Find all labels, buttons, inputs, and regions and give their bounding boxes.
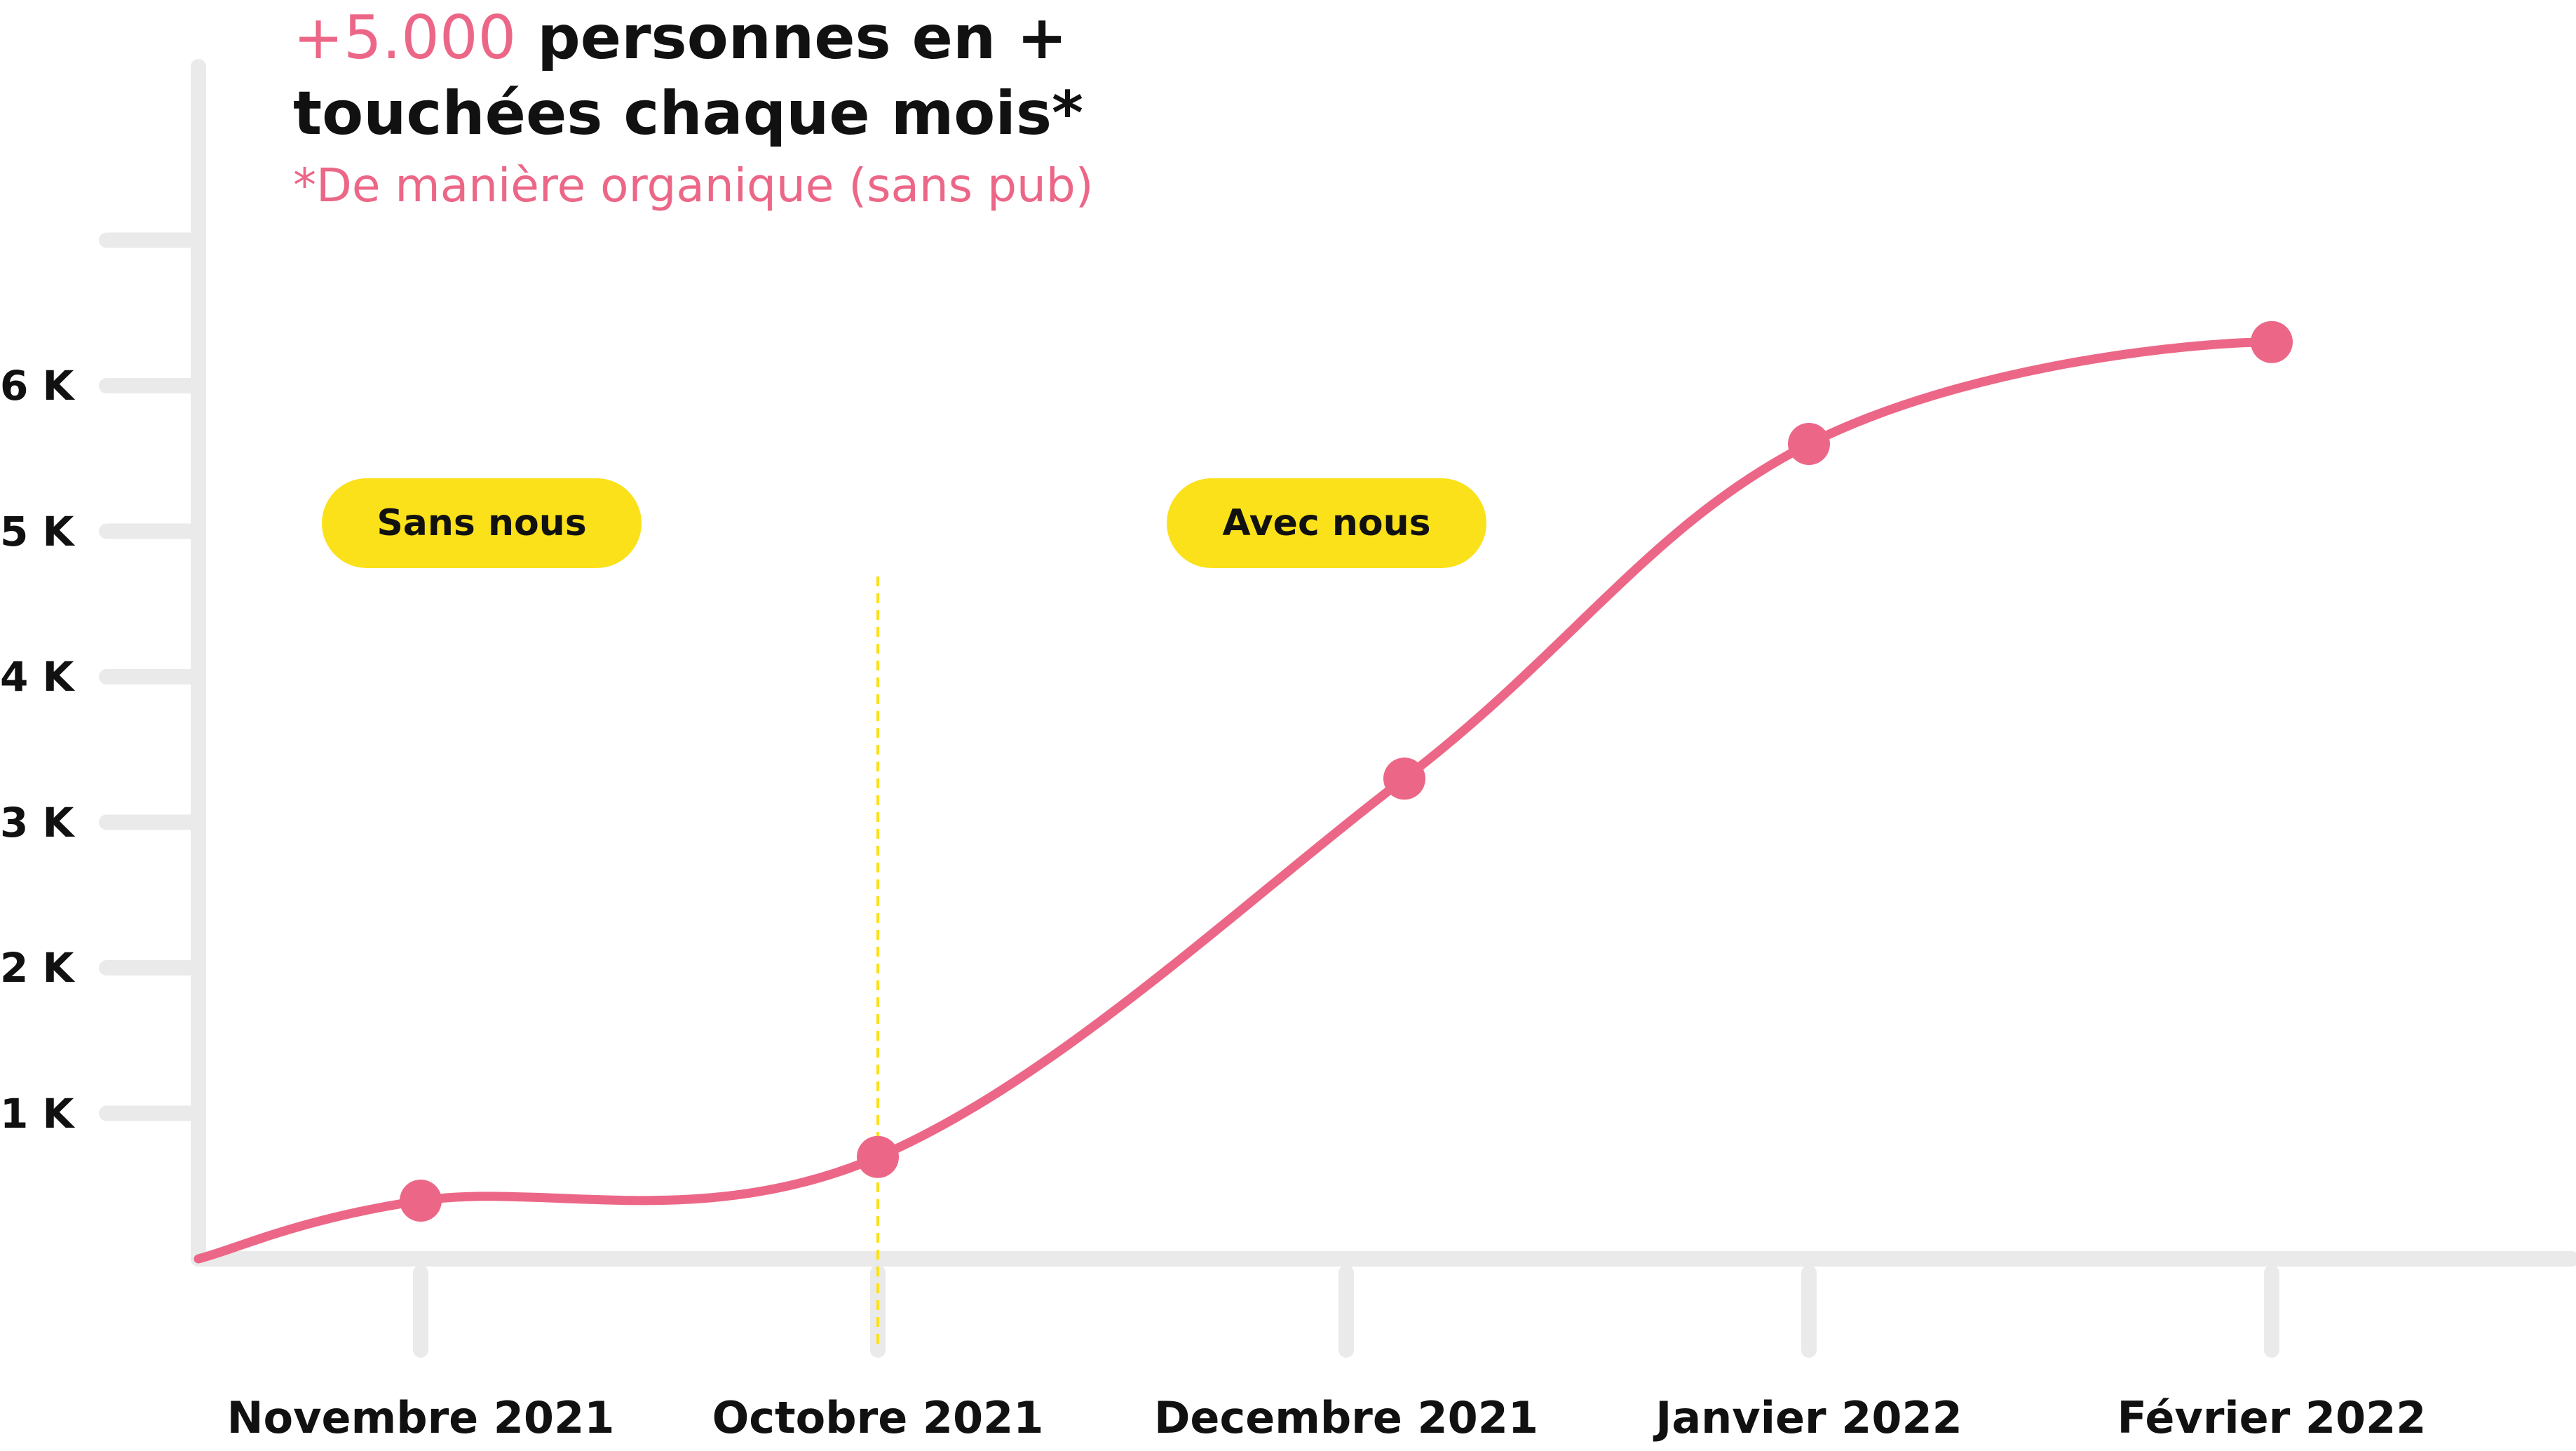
y-tick-label: 5 K (0, 507, 74, 555)
title-highlight: +5.000 (293, 3, 517, 73)
x-tick-label: Février 2022 (2117, 1392, 2427, 1443)
chart-title: +5.000 personnes en + touchées chaque mo… (293, 0, 1625, 217)
y-tick-label: 2 K (0, 944, 74, 992)
title-line-1-rest: personnes en + (516, 3, 1068, 73)
y-tick-label: 3 K (0, 798, 74, 846)
x-tick-label: Decembre 2021 (1153, 1392, 1539, 1443)
badge-sans-nous: Sans nous (322, 478, 642, 568)
axes (99, 59, 2576, 1358)
data-point-3 (1383, 757, 1425, 800)
badge-avec-nous: Avec nous (1167, 478, 1486, 568)
data-points (400, 320, 2293, 1222)
data-point-1 (400, 1180, 442, 1222)
y-tick-label: 4 K (0, 653, 74, 701)
x-tick-label: Novembre 2021 (226, 1392, 615, 1443)
x-tick-label: Janvier 2022 (1655, 1392, 1962, 1443)
y-tick-label: 6 K (0, 362, 74, 410)
series-line-layer (194, 337, 2277, 1264)
title-line-2: touchées chaque mois* (293, 79, 1084, 149)
data-point-4 (1788, 423, 1830, 465)
y-tick-label: 1 K (0, 1089, 74, 1138)
series-line (194, 337, 2277, 1264)
data-point-5 (2251, 320, 2293, 363)
title-line-1: +5.000 personnes en + (293, 0, 1625, 76)
data-point-2 (857, 1135, 899, 1178)
x-tick-label: Octobre 2021 (712, 1392, 1044, 1443)
chart-subtitle: *De manière organique (sans pub) (293, 158, 1094, 212)
